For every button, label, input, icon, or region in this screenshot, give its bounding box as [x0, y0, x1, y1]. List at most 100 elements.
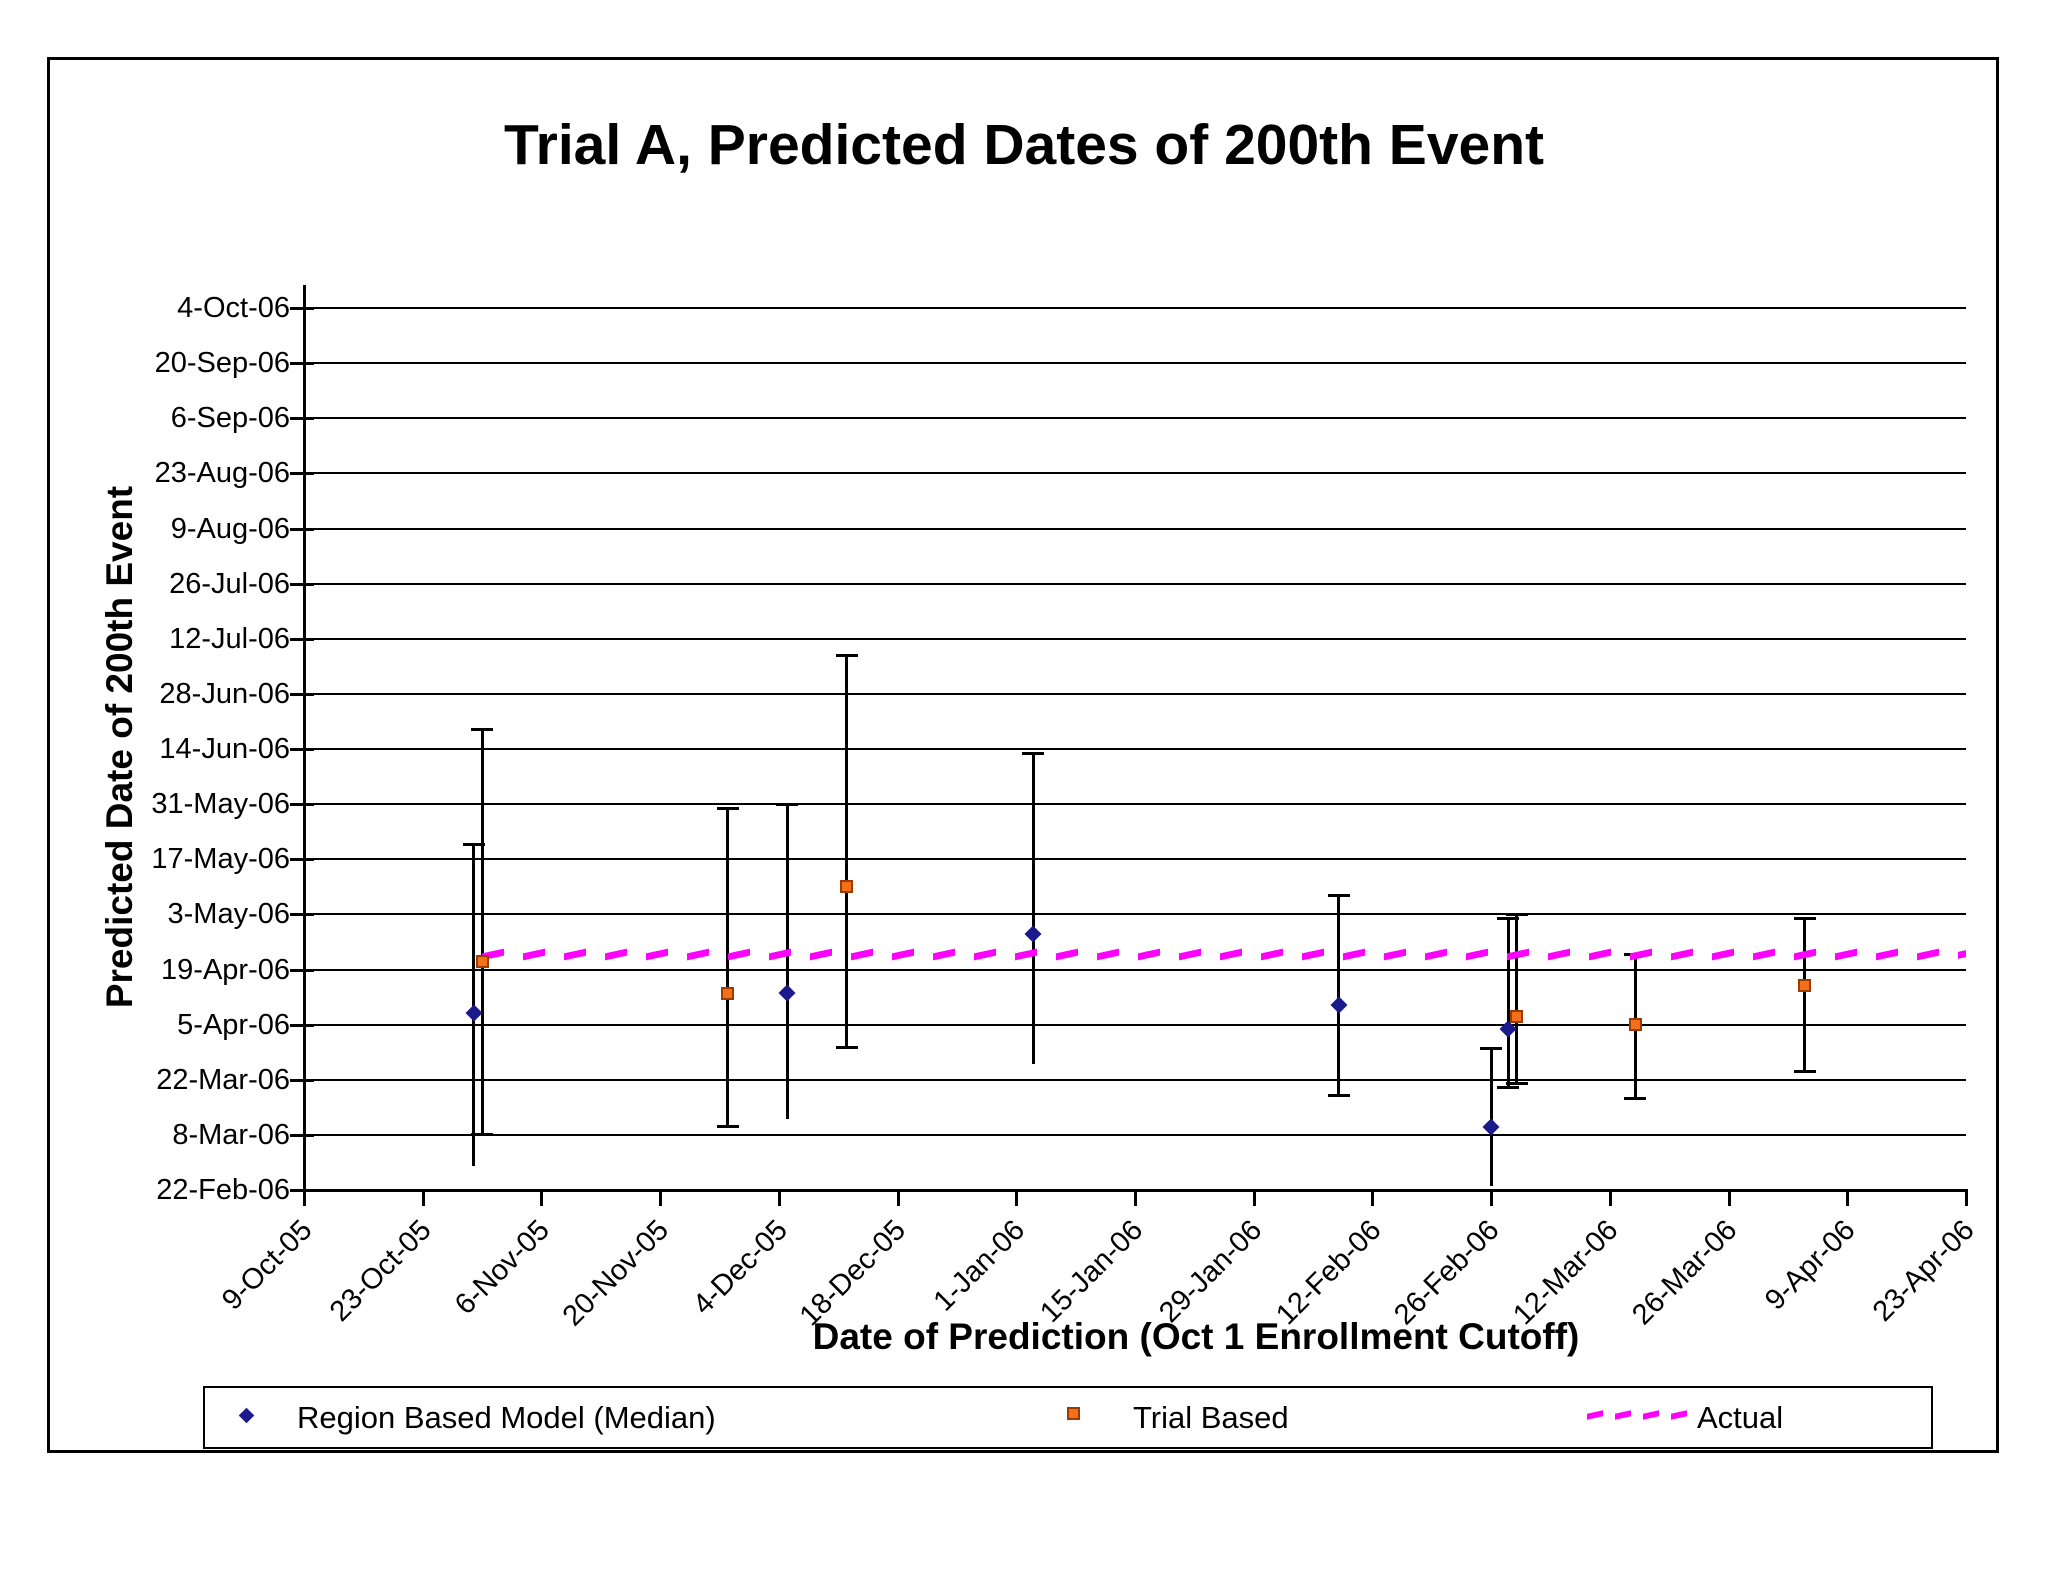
gridline — [304, 362, 1966, 365]
error-bar-cap-bottom — [1793, 1069, 1816, 1073]
x-axis-tick — [540, 1190, 544, 1206]
y-axis-tick-label: 20-Sep-06 — [154, 347, 290, 380]
gridline — [304, 1023, 1966, 1026]
gridline — [304, 1078, 1966, 1081]
x-axis-tick — [1727, 1190, 1731, 1206]
y-axis-tick — [290, 858, 314, 862]
y-axis-tick-label: 22-Feb-06 — [156, 1174, 290, 1206]
trial-based-error-bar — [845, 654, 849, 1049]
error-bar-cap-top — [716, 807, 739, 811]
x-axis-tick — [896, 1190, 900, 1206]
y-axis-tick-label: 28-Jun-06 — [159, 677, 290, 710]
error-bar-cap-bottom — [1327, 1093, 1350, 1097]
trial-based-point — [840, 880, 854, 894]
legend-label-actual: Actual — [1697, 1400, 1784, 1435]
actual-line-dash — [1958, 949, 1966, 959]
gridline — [304, 472, 1966, 475]
error-bar-cap-bottom — [835, 1046, 858, 1050]
gridline — [304, 858, 1966, 861]
y-axis-tick — [290, 1023, 314, 1027]
legend-label-region-based-model: Region Based Model (Median) — [297, 1400, 716, 1435]
gridline — [304, 307, 1966, 309]
trial-based-error-bar — [726, 808, 730, 1127]
y-axis-tick-label: 12-Jul-06 — [169, 622, 290, 655]
gridline — [304, 582, 1966, 585]
x-axis-tick — [421, 1190, 425, 1206]
y-axis-tick — [290, 582, 314, 586]
y-axis-tick-label: 4-Oct-06 — [177, 292, 290, 324]
x-axis-tick — [1371, 1190, 1375, 1206]
gridline — [304, 803, 1966, 806]
chart-frame — [47, 57, 1999, 1453]
region-model-error-bar — [1337, 894, 1340, 1096]
trial-based-error-bar — [480, 729, 484, 1135]
error-bar-cap-bottom — [1497, 1085, 1520, 1089]
error-bar-cap-top — [1505, 913, 1528, 917]
gridline — [304, 748, 1966, 750]
error-bar-cap-top — [471, 728, 494, 732]
error-bar-cap-top — [1793, 917, 1816, 921]
y-axis-tick-label: 26-Jul-06 — [169, 567, 290, 600]
error-bar-cap-bottom — [716, 1125, 739, 1128]
y-axis-tick — [290, 748, 314, 751]
x-axis-tick — [1015, 1190, 1019, 1206]
error-bar-cap-bottom — [1624, 1097, 1647, 1101]
error-bar-cap-top — [1022, 751, 1045, 755]
error-bar-cap-top — [776, 803, 799, 807]
y-axis-tick-label: 9-Aug-06 — [170, 512, 290, 545]
region-model-error-bar — [1489, 1048, 1493, 1187]
y-axis-line — [303, 285, 306, 1192]
y-axis-tick-label: 22-Mar-06 — [156, 1063, 290, 1096]
y-axis-tick — [290, 1189, 314, 1192]
y-axis-tick-label: 17-May-06 — [151, 843, 290, 876]
gridline — [304, 637, 1966, 640]
y-axis-tick — [290, 527, 314, 531]
y-axis-tick-label: 8-Mar-06 — [172, 1118, 290, 1151]
error-bar-cap-bottom — [1505, 1081, 1528, 1085]
y-axis-tick-label: 14-Jun-06 — [159, 733, 290, 765]
y-axis-tick — [290, 307, 314, 310]
trial-based-point — [475, 955, 489, 969]
x-axis-tick — [1490, 1190, 1494, 1206]
gridline — [304, 417, 1966, 420]
y-axis-tick-label: 23-Aug-06 — [154, 457, 290, 490]
chart-title: Trial A, Predicted Dates of 200th Event — [503, 113, 1545, 177]
trial-based-point — [721, 986, 735, 1000]
y-axis-tick-label: 3-May-06 — [167, 898, 291, 931]
error-bar-cap-bottom — [471, 1132, 494, 1136]
y-axis-tick — [290, 692, 314, 696]
gridline — [304, 1133, 1966, 1136]
trial-based-error-bar — [1515, 914, 1519, 1084]
trial-based-error-bar — [1803, 918, 1807, 1072]
dash-icon — [1643, 1410, 1659, 1420]
x-axis-tick — [1252, 1190, 1256, 1206]
y-axis-tick — [290, 472, 314, 476]
dash-icon — [1587, 1410, 1603, 1420]
error-bar-cap-top — [462, 842, 485, 846]
gridline — [304, 692, 1966, 695]
y-axis-tick-label: 19-Apr-06 — [161, 953, 290, 986]
error-bar-cap-top — [1497, 917, 1520, 921]
region-model-error-bar — [1031, 752, 1035, 1064]
gridline — [304, 527, 1966, 530]
y-axis-tick-label: 6-Sep-06 — [170, 402, 290, 435]
error-bar-cap-top — [1480, 1047, 1503, 1051]
x-axis-tick — [777, 1190, 781, 1206]
y-axis-tick — [290, 1078, 314, 1082]
x-axis-tick — [1134, 1190, 1137, 1206]
x-axis-tick — [1965, 1190, 1968, 1206]
gridline — [304, 913, 1966, 916]
y-axis-tick — [290, 637, 314, 641]
legend-label-trial-based: Trial Based — [1133, 1400, 1289, 1435]
y-axis-tick — [290, 803, 314, 807]
x-axis-title: Date of Prediction (Oct 1 Enrollment Cut… — [812, 1316, 1580, 1357]
region-model-error-bar — [1506, 918, 1510, 1088]
y-axis-tick-label: 31-May-06 — [151, 788, 290, 821]
error-bar-cap-top — [1327, 893, 1350, 897]
y-axis-tick — [290, 913, 314, 917]
trial-based-point — [1510, 1010, 1524, 1024]
region-model-error-bar — [785, 804, 789, 1120]
diamond-icon — [238, 1407, 255, 1424]
y-axis-tick — [290, 1133, 314, 1137]
